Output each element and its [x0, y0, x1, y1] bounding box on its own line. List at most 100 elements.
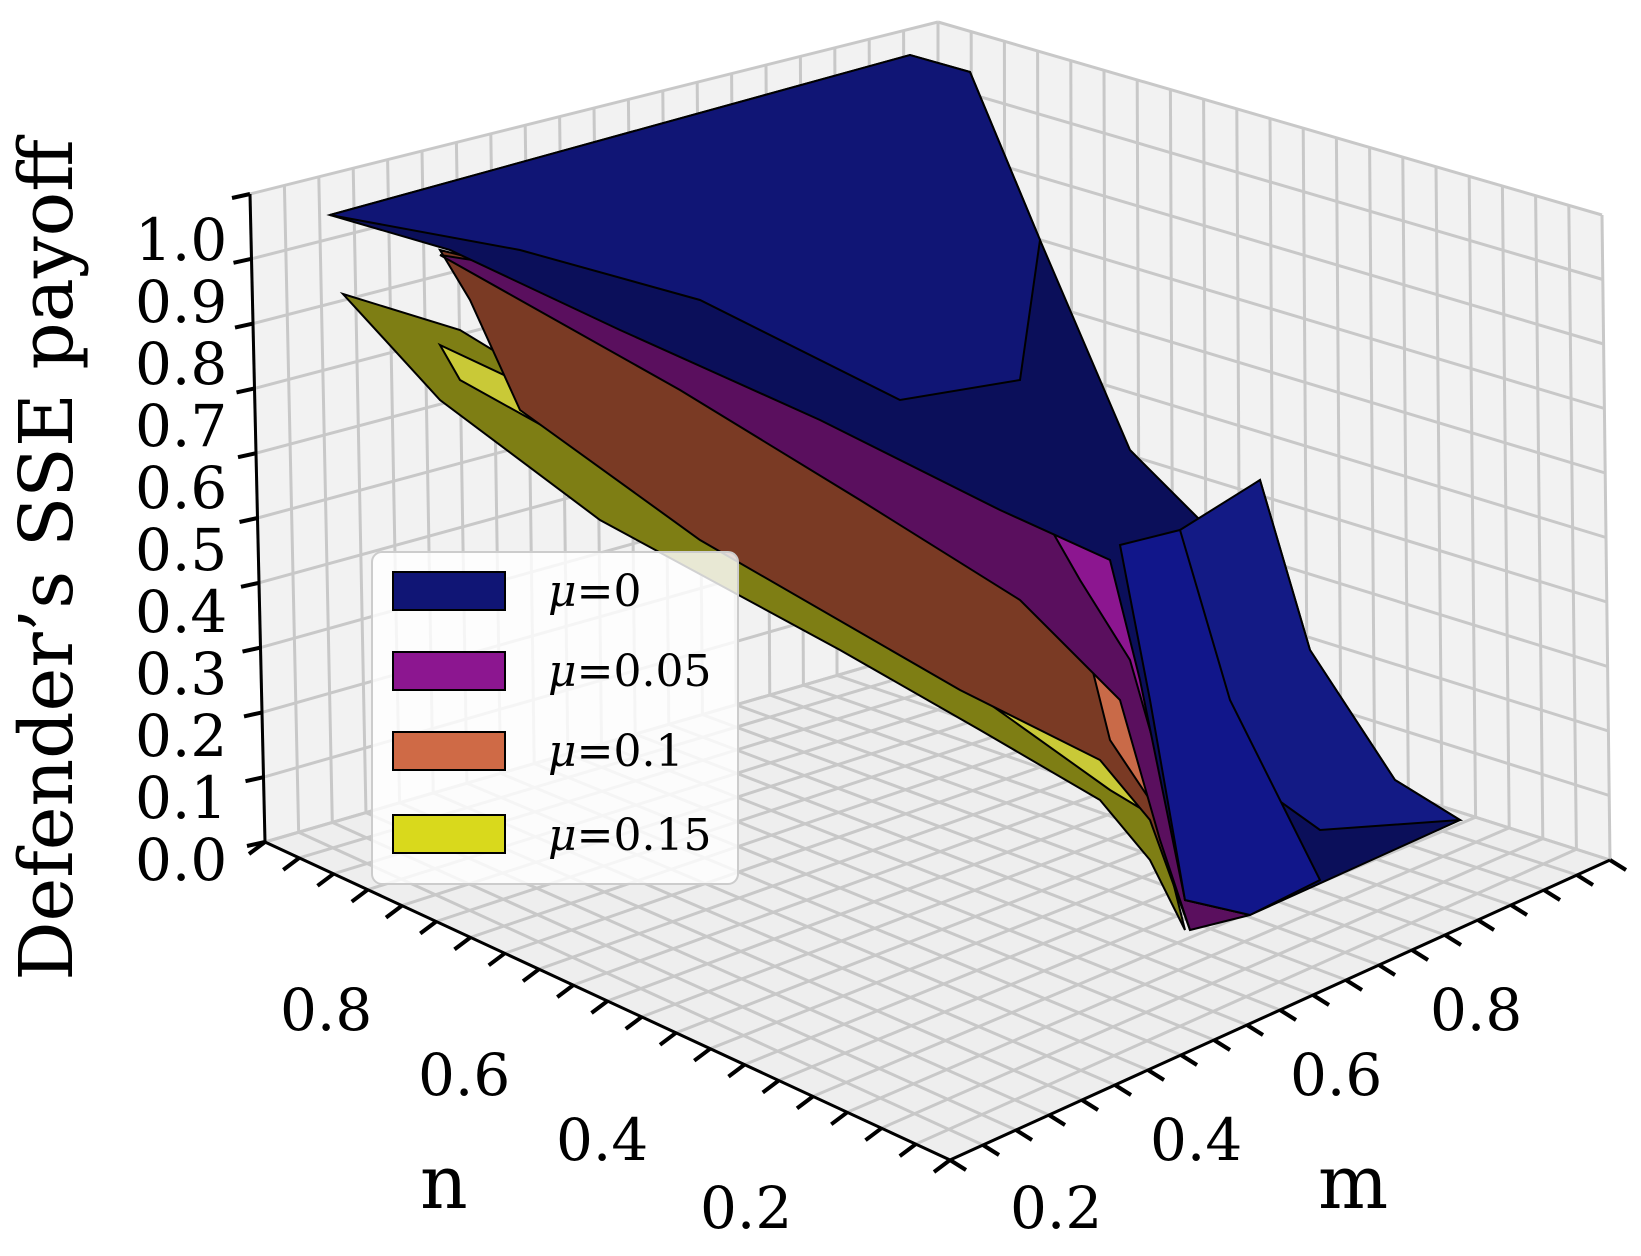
legend-label-mu-0.05: μ=0.05 — [548, 646, 711, 697]
legend-frame — [371, 551, 739, 885]
z-tick-label: 0.6 — [135, 454, 227, 522]
n-tick-mark — [521, 967, 541, 983]
right-pane-gridline — [937, 207, 1605, 410]
n-tick-mark — [590, 999, 609, 1015]
tick-marks — [231, 192, 1628, 1174]
legend-entry-mu-0: μ=0 — [392, 566, 641, 617]
n-tick-mark — [384, 903, 404, 920]
z-tick-label: 0.9 — [135, 268, 227, 336]
z-tick-mark — [234, 321, 254, 330]
n-tick-mark — [247, 840, 267, 856]
n-tick-mark — [624, 1015, 643, 1031]
z-tick-label: 0.4 — [135, 578, 227, 646]
legend-label-mu-0.1: μ=0.1 — [548, 726, 683, 777]
n-tick-mark — [761, 1078, 780, 1095]
n-tick-label: 0.4 — [556, 1106, 648, 1174]
left-pane-gridline — [249, 20, 939, 196]
legend-entry-mu-0.1: μ=0.1 — [392, 726, 683, 777]
legend-swatch-mu-0.1 — [392, 731, 506, 771]
legend-swatch-mu-0.15 — [392, 814, 506, 854]
n-tick-mark — [932, 1158, 952, 1174]
m-tick-mark — [1245, 1023, 1265, 1037]
floor-gridline — [915, 847, 1578, 1146]
z-tick-label: 0.0 — [135, 826, 227, 894]
m-tick-label: 0.6 — [1290, 1041, 1382, 1109]
n-tick-mark — [898, 1142, 917, 1158]
right-pane-gridline — [937, 82, 1604, 281]
n-tick-mark — [350, 888, 369, 904]
legend-swatch-mu-0.05 — [392, 651, 506, 691]
z-tick-label: 0.1 — [135, 764, 227, 832]
m-tick-mark — [1509, 903, 1529, 917]
legend-entry-mu-0.05: μ=0.05 — [392, 646, 711, 697]
z-tick-mark — [239, 516, 258, 524]
floor-gridline — [846, 826, 1510, 1114]
legend-entry-mu-0.15: μ=0.15 — [392, 810, 711, 861]
m-axis-title: m — [1318, 1140, 1388, 1226]
m-tick-labels: 0.2 0.4 0.6 0.8 — [1010, 976, 1522, 1242]
z-tick-label: 0.7 — [135, 392, 227, 460]
m-tick-mark — [1344, 978, 1364, 992]
n-tick-mark — [556, 983, 575, 999]
legend-label-mu-0.15: μ=0.15 — [548, 810, 711, 861]
z-tick-label: 0.2 — [135, 702, 227, 770]
z-tick-label: 0.5 — [135, 516, 227, 584]
m-tick-mark — [1410, 948, 1430, 962]
surface-mu-0-top — [329, 53, 1042, 402]
z-tick-mark — [245, 775, 264, 784]
m-tick-mark — [1575, 873, 1595, 887]
surfaces — [326, 53, 1464, 932]
z-tick-mark — [240, 580, 260, 589]
m-tick-mark — [1047, 1113, 1067, 1127]
n-tick-label: 0.6 — [418, 1041, 510, 1109]
floor-gridline — [634, 732, 1314, 997]
floor-gridline — [701, 713, 1380, 967]
n-tick-mark — [453, 935, 472, 952]
m-tick-mark — [1278, 1008, 1298, 1022]
z-tick-label: 1.0 — [135, 206, 227, 274]
m-tick-mark — [1608, 858, 1628, 872]
z-tick-mark — [237, 451, 257, 460]
surface-mu-0-drop — [1118, 528, 1322, 917]
n-tick-mark — [316, 872, 335, 888]
m-tick-label: 0.8 — [1430, 976, 1522, 1044]
z-tick-mark — [243, 710, 263, 719]
m-tick-mark — [1212, 1038, 1232, 1052]
m-tick-mark — [1542, 888, 1562, 902]
right-pane-gridline — [937, 20, 1603, 217]
floor-gridline — [668, 722, 1347, 982]
n-tick-label: 0.2 — [700, 1174, 792, 1242]
n-tick-mark — [727, 1062, 746, 1079]
m-tick-mark — [1476, 918, 1496, 932]
legend-swatch-mu-0 — [392, 571, 506, 611]
z-tick-mark — [231, 192, 251, 200]
m-tick-mark — [1080, 1098, 1100, 1112]
n-tick-label: 0.8 — [280, 976, 372, 1044]
n-tick-mark — [282, 856, 301, 872]
z-tick-mark — [242, 645, 261, 654]
z-tick-labels: 0.0 0.1 0.2 0.3 0.4 0.5 0.6 0.7 0.8 0.9 … — [135, 206, 227, 894]
legend: μ=0 μ=0.05 μ=0.1 μ=0.15 — [371, 551, 739, 885]
m-tick-mark — [981, 1143, 1001, 1157]
m-tick-mark — [1146, 1068, 1166, 1082]
n-tick-mark — [795, 1094, 815, 1111]
floor-gridline — [735, 703, 1413, 952]
z-tick-mark — [233, 256, 252, 265]
n-tick-mark — [487, 951, 506, 967]
m-tick-label: 0.4 — [1150, 1106, 1242, 1174]
m-tick-mark — [1311, 993, 1331, 1007]
n-tick-mark — [830, 1110, 849, 1126]
m-tick-mark — [948, 1158, 968, 1172]
n-tick-mark — [419, 919, 438, 936]
floor-gridline — [769, 693, 1446, 937]
z-tick-mark — [236, 386, 255, 395]
legend-label-mu-0: μ=0 — [548, 566, 641, 617]
m-tick-mark — [1113, 1083, 1133, 1097]
n-tick-mark — [864, 1126, 883, 1142]
z-tick-label: 0.3 — [135, 640, 227, 708]
m-tick-mark — [1014, 1128, 1034, 1142]
z-tick-label: 0.8 — [135, 330, 227, 398]
n-tick-labels: 0.8 0.6 0.4 0.2 — [280, 976, 792, 1242]
